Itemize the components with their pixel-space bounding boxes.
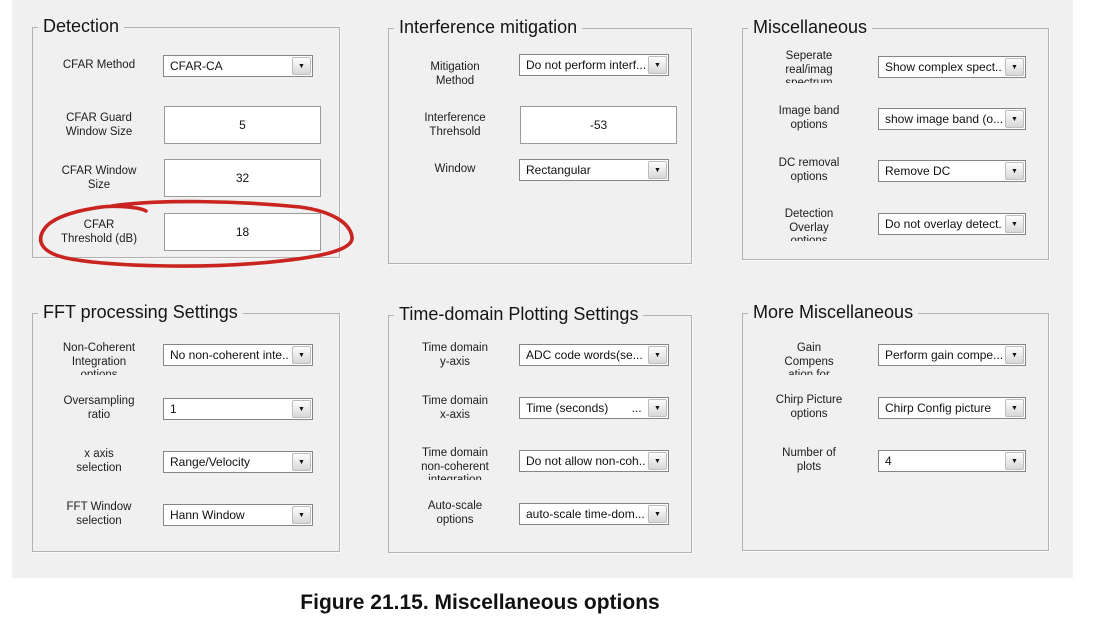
dc-removal-options-label: DC removal options: [778, 157, 840, 183]
cfar-window-size-label: CFAR Window Size: [61, 165, 137, 191]
dropdown-value: 4: [885, 454, 892, 468]
cfar-threshold-input[interactable]: 18: [164, 213, 321, 251]
separate-real-imag-spectrum-label: Seperate real/imag spectrum: [785, 50, 833, 83]
oversampling-ratio-label: Oversampling ratio: [63, 395, 135, 421]
cfar-method-dropdown[interactable]: CFAR-CA ▼: [163, 55, 313, 77]
time-domain-y-axis-label: Time domain y-axis: [421, 342, 489, 368]
chevron-down-icon[interactable]: ▼: [292, 453, 311, 471]
dropdown-value: No non-coherent inte...: [170, 348, 290, 362]
dropdown-value: Do not perform interf...: [526, 58, 646, 72]
separate-real-imag-spectrum-dropdown[interactable]: Show complex spect... ▼: [878, 56, 1026, 78]
chevron-down-icon[interactable]: ▼: [1005, 399, 1024, 417]
gain-compensation-label: Gain Compens ation for: [784, 342, 834, 375]
dropdown-value: Do not overlay detect...: [885, 217, 1003, 231]
auto-scale-options-label: Auto-scale options: [427, 500, 483, 526]
chevron-down-icon[interactable]: ▼: [1005, 162, 1024, 180]
chevron-down-icon[interactable]: ▼: [648, 399, 667, 417]
dropdown-value: ADC code words(se...: [526, 348, 643, 362]
chevron-down-icon[interactable]: ▼: [648, 452, 667, 470]
number-of-plots-label: Number of plots: [782, 447, 836, 473]
time-domain-non-coherent-integration-dropdown[interactable]: Do not allow non-coh... ▼: [519, 450, 669, 472]
chevron-down-icon[interactable]: ▼: [1005, 58, 1024, 76]
chevron-down-icon[interactable]: ▼: [1005, 452, 1024, 470]
dropdown-value: Show complex spect...: [885, 60, 1003, 74]
chirp-picture-options-label: Chirp Picture options: [775, 394, 843, 420]
chevron-down-icon[interactable]: ▼: [648, 161, 667, 179]
fft-processing-settings-panel: FFT processing Settings Non-Coherent Int…: [32, 302, 340, 552]
time-domain-y-axis-dropdown[interactable]: ADC code words(se... ▼: [519, 344, 669, 366]
chevron-down-icon[interactable]: ▼: [292, 400, 311, 418]
panel-title-more-miscellaneous: More Miscellaneous: [748, 302, 919, 323]
image-band-options-dropdown[interactable]: show image band (o... ▼: [878, 108, 1026, 130]
mitigation-method-label: Mitigation Method: [430, 61, 480, 87]
dropdown-value: Rectangular: [526, 163, 591, 177]
chevron-down-icon[interactable]: ▼: [292, 346, 311, 364]
cfar-guard-window-size-input[interactable]: 5: [164, 106, 321, 144]
chevron-down-icon[interactable]: ▼: [1005, 215, 1024, 233]
figure-caption: Figure 21.15. Miscellaneous options: [300, 591, 660, 614]
dropdown-value: auto-scale time-dom...: [526, 507, 645, 521]
dropdown-value: 1: [170, 402, 177, 416]
image-band-options-label: Image band options: [778, 105, 840, 131]
cfar-threshold-label: CFAR Threshold (dB): [60, 219, 138, 245]
dc-removal-options-dropdown[interactable]: Remove DC ▼: [878, 160, 1026, 182]
dropdown-value: Time (seconds) ...: [526, 401, 642, 415]
panel-title-miscellaneous: Miscellaneous: [748, 17, 873, 38]
x-axis-selection-dropdown[interactable]: Range/Velocity ▼: [163, 451, 313, 473]
interference-threshold-input[interactable]: -53: [520, 106, 677, 144]
chirp-picture-options-dropdown[interactable]: Chirp Config picture ▼: [878, 397, 1026, 419]
interference-mitigation-panel: Interference mitigation Mitigation Metho…: [388, 17, 692, 264]
window-label: Window: [434, 163, 476, 175]
chevron-down-icon[interactable]: ▼: [1005, 110, 1024, 128]
panel-title-detection: Detection: [38, 16, 125, 37]
chevron-down-icon[interactable]: ▼: [648, 505, 667, 523]
chevron-down-icon[interactable]: ▼: [1005, 346, 1024, 364]
chevron-down-icon[interactable]: ▼: [648, 56, 667, 74]
panel-title-fft: FFT processing Settings: [38, 302, 243, 323]
dropdown-value: Perform gain compe...: [885, 348, 1003, 362]
gain-compensation-dropdown[interactable]: Perform gain compe... ▼: [878, 344, 1026, 366]
chevron-down-icon[interactable]: ▼: [292, 57, 311, 75]
miscellaneous-panel: Miscellaneous Seperate real/imag spectru…: [742, 17, 1049, 260]
dropdown-value: Chirp Config picture: [885, 401, 992, 415]
fft-window-selection-dropdown[interactable]: Hann Window ▼: [163, 504, 313, 526]
panel-title-interference: Interference mitigation: [394, 17, 583, 38]
time-domain-x-axis-dropdown[interactable]: Time (seconds) ... ▼: [519, 397, 669, 419]
time-domain-x-axis-label: Time domain x-axis: [421, 395, 489, 421]
cfar-method-label: CFAR Method: [62, 59, 136, 71]
time-domain-non-coherent-integration-label: Time domain non-coherent integration: [421, 447, 489, 480]
more-miscellaneous-panel: More Miscellaneous Gain Compens ation fo…: [742, 302, 1049, 551]
auto-scale-options-dropdown[interactable]: auto-scale time-dom... ▼: [519, 503, 669, 525]
detection-overlay-options-label: Detection Overlay options: [784, 208, 834, 241]
window-dropdown[interactable]: Rectangular ▼: [519, 159, 669, 181]
chevron-down-icon[interactable]: ▼: [292, 506, 311, 524]
dropdown-value: Do not allow non-coh...: [526, 454, 646, 468]
number-of-plots-dropdown[interactable]: 4 ▼: [878, 450, 1026, 472]
fft-window-selection-label: FFT Window selection: [66, 501, 132, 527]
non-coherent-integration-label: Non-Coherent Integration options: [62, 342, 136, 375]
panel-title-time-domain: Time-domain Plotting Settings: [394, 304, 644, 325]
detection-overlay-options-dropdown[interactable]: Do not overlay detect... ▼: [878, 213, 1026, 235]
x-axis-selection-label: x axis selection: [76, 448, 122, 474]
interference-threshold-label: Interference Threhsold: [424, 112, 486, 138]
oversampling-ratio-dropdown[interactable]: 1 ▼: [163, 398, 313, 420]
dropdown-value: CFAR-CA: [170, 59, 223, 73]
mitigation-method-dropdown[interactable]: Do not perform interf... ▼: [519, 54, 669, 76]
non-coherent-integration-dropdown[interactable]: No non-coherent inte... ▼: [163, 344, 313, 366]
time-domain-plotting-settings-panel: Time-domain Plotting Settings Time domai…: [388, 304, 692, 553]
dropdown-value: Range/Velocity: [170, 455, 251, 469]
dropdown-value: Remove DC: [885, 164, 951, 178]
cfar-window-size-input[interactable]: 32: [164, 159, 321, 197]
dropdown-value: Hann Window: [170, 508, 245, 522]
gui-screenshot-region: Detection CFAR Method CFAR-CA ▼ CFAR Gua…: [12, 0, 1073, 578]
dropdown-value: show image band (o...: [885, 112, 1003, 126]
detection-panel: Detection CFAR Method CFAR-CA ▼ CFAR Gua…: [32, 16, 340, 258]
cfar-guard-window-size-label: CFAR Guard Window Size: [65, 112, 133, 138]
chevron-down-icon[interactable]: ▼: [648, 346, 667, 364]
